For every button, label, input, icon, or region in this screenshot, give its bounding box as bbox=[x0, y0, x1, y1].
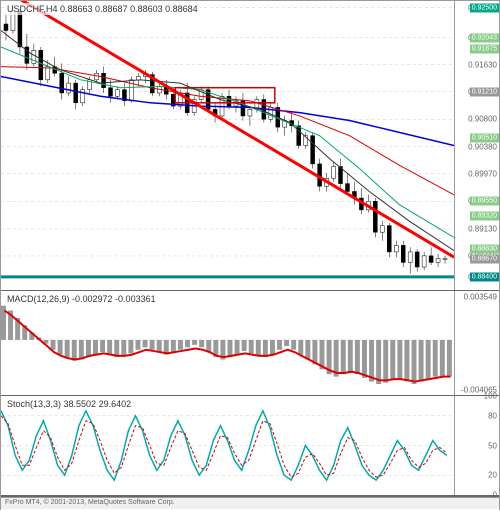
price-panel: USDCHF,H4 0.88663 0.88687 0.88603 0.8868… bbox=[1, 1, 499, 291]
stoch-title: Stoch(13,3,3) 38.5502 29.6402 bbox=[5, 398, 133, 410]
stoch-yaxis: 1008050200 bbox=[454, 396, 499, 495]
price-yaxis: 0.925000.920430.916300.912180.908000.903… bbox=[454, 1, 499, 290]
macd-yaxis: 0.003549-0.004065 bbox=[454, 291, 499, 395]
macd-panel: MACD(12,26,9) -0.002972 -0.003361 0.0035… bbox=[1, 291, 499, 396]
price-title: USDCHF,H4 0.88663 0.88687 0.88603 0.8868… bbox=[5, 3, 200, 15]
stoch-panel: Stoch(13,3,3) 38.5502 29.6402 1008050200 bbox=[1, 396, 499, 496]
macd-title: MACD(12,26,9) -0.002972 -0.003361 bbox=[5, 293, 158, 305]
chart-container: USDCHF,H4 0.88663 0.88687 0.88603 0.8868… bbox=[0, 0, 500, 510]
footer-copyright: FxPro MT4, © 2001-2013, MetaQuotes Softw… bbox=[1, 497, 499, 509]
price-plot[interactable] bbox=[1, 1, 454, 290]
macd-plot[interactable] bbox=[1, 291, 454, 395]
stoch-plot[interactable] bbox=[1, 396, 454, 495]
